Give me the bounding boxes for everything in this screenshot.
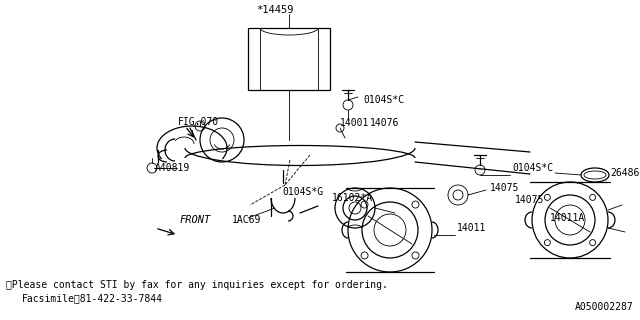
Text: ※Please contact STI by fax for any inquiries except for ordering.: ※Please contact STI by fax for any inqui…: [6, 280, 388, 290]
Text: *14459: *14459: [256, 5, 294, 15]
Bar: [248, 28, 330, 90]
Text: 0104S*C: 0104S*C: [512, 163, 553, 173]
Text: FIG.070: FIG.070: [178, 117, 219, 127]
Text: 14075: 14075: [515, 195, 545, 205]
Text: 1AC69: 1AC69: [232, 215, 261, 225]
Text: Facsimile：81-422-33-7844: Facsimile：81-422-33-7844: [22, 293, 163, 303]
Text: 14001: 14001: [340, 118, 369, 128]
Text: FRONT: FRONT: [180, 215, 211, 225]
Text: 14011: 14011: [457, 223, 486, 233]
Text: 14075: 14075: [490, 183, 520, 193]
Text: 16102*A: 16102*A: [332, 193, 373, 203]
Text: 14011A: 14011A: [550, 213, 585, 223]
Text: 26486B: 26486B: [610, 168, 640, 178]
Text: 14076: 14076: [370, 118, 399, 128]
Text: A050002287: A050002287: [575, 302, 634, 312]
Text: 0104S*G: 0104S*G: [282, 187, 323, 197]
Text: 0104S*C: 0104S*C: [363, 95, 404, 105]
Text: A40819: A40819: [155, 163, 190, 173]
